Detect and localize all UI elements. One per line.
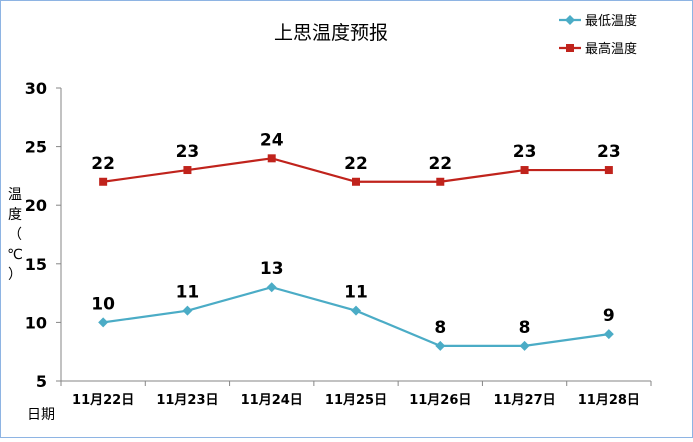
y-tick-label: 25 bbox=[25, 138, 47, 157]
x-tick-label: 11月24日 bbox=[241, 393, 303, 408]
y-tick-label: 30 bbox=[25, 79, 47, 98]
data-label: 11 bbox=[344, 283, 368, 303]
data-label: 23 bbox=[513, 142, 537, 162]
axes: 5 10 15 20 25 30 11月22日 11月23日 11月24日 11月25日 11月26… bbox=[25, 79, 652, 408]
data-label: 10 bbox=[91, 294, 115, 314]
data-point bbox=[519, 340, 530, 351]
data-label: 11 bbox=[176, 283, 200, 303]
legend-marker bbox=[565, 15, 575, 25]
data-point bbox=[182, 305, 193, 316]
data-label: 9 bbox=[603, 306, 615, 326]
y-axis-label-char: 温 bbox=[8, 187, 22, 203]
x-tick-label: 11月25日 bbox=[325, 393, 387, 408]
data-point bbox=[603, 329, 614, 340]
data-label: 22 bbox=[344, 154, 368, 174]
series-group: 10 11 13 11 8 8 9 22 23 24 22 22 23 23 bbox=[91, 130, 621, 351]
x-tick-label: 11月26日 bbox=[409, 393, 471, 408]
data-point bbox=[99, 177, 108, 186]
x-tick-label: 11月22日 bbox=[72, 393, 134, 408]
data-point bbox=[351, 305, 361, 316]
legend-marker bbox=[566, 44, 574, 52]
data-point bbox=[520, 166, 529, 175]
data-label: 24 bbox=[260, 130, 284, 150]
data-label: 23 bbox=[597, 142, 621, 162]
data-point bbox=[98, 317, 109, 328]
y-tick-label: 15 bbox=[25, 255, 47, 274]
y-axis-label-char: ） bbox=[8, 267, 22, 283]
y-axis-label: 温度 （ ℃ ） bbox=[7, 187, 23, 283]
data-label: 8 bbox=[434, 318, 446, 338]
data-point bbox=[267, 154, 276, 163]
y-tick-label: 20 bbox=[25, 196, 47, 215]
data-point bbox=[266, 282, 277, 293]
data-label: 8 bbox=[519, 318, 531, 338]
data-label: 13 bbox=[260, 259, 284, 279]
x-tick-label: 11月23日 bbox=[156, 393, 218, 408]
data-point bbox=[435, 340, 446, 351]
y-axis-label-char: ℃ bbox=[7, 247, 23, 263]
x-axis-label: 日期 bbox=[27, 407, 55, 423]
data-label: 22 bbox=[428, 154, 452, 174]
chart-title: 上思温度预报 bbox=[274, 22, 388, 44]
data-label: 22 bbox=[91, 154, 115, 174]
data-point bbox=[436, 177, 445, 186]
y-tick-label: 5 bbox=[36, 372, 47, 391]
x-tick-label: 11月27日 bbox=[493, 393, 555, 408]
y-tick-label: 10 bbox=[25, 313, 47, 332]
legend-label: 最高温度 bbox=[585, 41, 637, 57]
y-axis-label-char: 度 bbox=[8, 207, 22, 223]
y-axis-label-char: （ bbox=[8, 227, 22, 243]
legend-label: 最低温度 bbox=[585, 13, 637, 29]
x-tick-label: 11月28日 bbox=[578, 393, 640, 408]
data-label: 23 bbox=[176, 142, 200, 162]
data-point bbox=[352, 177, 360, 186]
data-point bbox=[183, 166, 192, 175]
data-point bbox=[604, 166, 613, 175]
